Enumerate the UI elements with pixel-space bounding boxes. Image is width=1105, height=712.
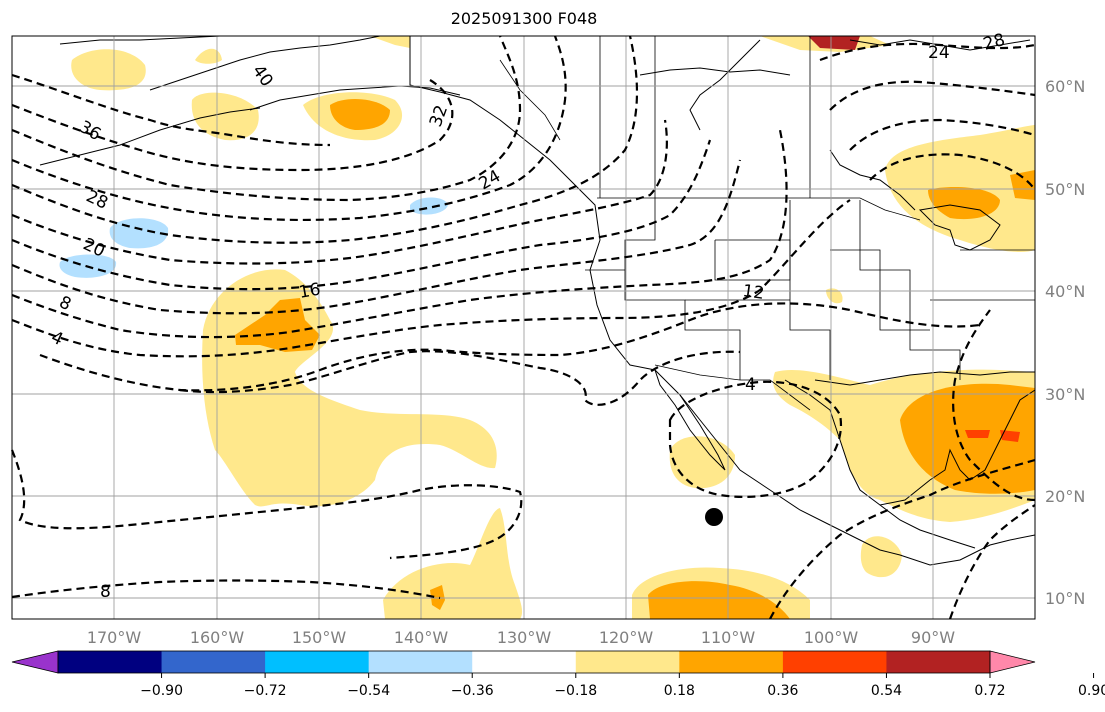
colorbar-tick-label: −0.72: [244, 683, 287, 699]
storm-center-marker: [705, 508, 723, 526]
anomaly-negative-1: [109, 218, 169, 249]
lat-tick-label: 20°N: [1045, 487, 1085, 506]
anomaly-positive-east-pacific: [383, 508, 523, 619]
anomaly-orange-gulf-mexico: [900, 383, 1035, 494]
anomaly-orange-mexico-coast: [648, 581, 790, 619]
anomaly-positive-plains: [826, 288, 843, 304]
shaded-anomalies: [59, 36, 1035, 619]
colorbar-segment: [575, 651, 680, 673]
lon-tick-label: 160°W: [190, 628, 245, 647]
colorbar-segment: [368, 651, 473, 673]
lon-tick-label: 170°W: [87, 628, 142, 647]
anomaly-red-gulf-2: [1000, 430, 1020, 442]
colorbar-tick-label: −0.18: [554, 683, 597, 699]
lat-tick-label: 50°N: [1045, 180, 1085, 199]
map-frame: [11, 35, 1036, 620]
anomaly-orange-gulf-alaska: [330, 98, 390, 130]
anomaly-orange-east-pacific: [430, 585, 445, 610]
lon-tick-label: 90°W: [911, 628, 955, 647]
colorbar-tick-label: 0.36: [767, 683, 798, 699]
colorbar-segment: [58, 651, 163, 673]
colorbar-border: [57, 650, 991, 674]
contour-label: 24: [928, 43, 950, 63]
colorbar-segment: [679, 651, 784, 673]
height-contours: [10, 35, 1036, 620]
colorbar-tick-label: 0.18: [664, 683, 695, 699]
anomaly-positive-top: [370, 36, 410, 48]
lon-tick-label: 140°W: [394, 628, 449, 647]
anomaly-positive-baja: [669, 436, 735, 489]
colorbar-segment: [265, 651, 370, 673]
contour-label: 12: [741, 281, 765, 304]
lat-tick-label: 60°N: [1045, 77, 1085, 96]
lon-tick-label: 150°W: [292, 628, 347, 647]
colorbar: −0.90 −0.72 −0.54 −0.36 −0.18 0.18 0.36 0.54 0.7…: [11, 650, 1105, 699]
colorbar-segment: [886, 651, 991, 673]
colorbar-segment: [161, 651, 266, 673]
lon-tick-label: 110°W: [701, 628, 756, 647]
anomaly-orange-great-lakes-e: [1010, 170, 1035, 200]
anomaly-positive-small: [195, 48, 222, 64]
colorbar-tick-label: −0.36: [451, 683, 494, 699]
colorbar-tick-label: 0.72: [974, 683, 1005, 699]
contour-label: 8: [100, 582, 111, 602]
colorbar-tick-label: −0.90: [140, 683, 183, 699]
colorbar-segment: [782, 651, 887, 673]
lon-tick-label: 100°W: [804, 628, 859, 647]
anomaly-red-canada-top: [808, 36, 860, 50]
latitude-axis: 60°N 50°N 40°N 30°N 20°N 10°N: [1045, 77, 1085, 608]
colorbar-extend-high: [989, 650, 1036, 674]
colorbar-tick-label: 0.54: [871, 683, 902, 699]
map-title: 2025091300 F048: [450, 9, 598, 28]
colorbar-tick-label: 0.90: [1078, 683, 1105, 699]
anomaly-positive-central-america: [860, 536, 902, 578]
anomaly-red-gulf-1: [965, 430, 990, 438]
lat-tick-label: 40°N: [1045, 282, 1085, 301]
lat-tick-label: 10°N: [1045, 589, 1085, 608]
lon-tick-label: 120°W: [599, 628, 654, 647]
lon-tick-label: 130°W: [497, 628, 552, 647]
contour-label: 4: [745, 375, 756, 395]
colorbar-segment: [472, 651, 577, 673]
lat-tick-label: 30°N: [1045, 385, 1085, 404]
colorbar-extend-low: [11, 650, 59, 674]
anomaly-positive-bering: [71, 49, 146, 91]
anomaly-orange-pacific: [235, 298, 320, 352]
contour-label: 16: [297, 279, 322, 302]
colorbar-tick-label: −0.54: [347, 683, 390, 699]
anomaly-positive-alaska-w: [191, 92, 259, 141]
longitude-axis: 170°W 160°W 150°W 140°W 130°W 120°W 110°…: [87, 628, 955, 647]
